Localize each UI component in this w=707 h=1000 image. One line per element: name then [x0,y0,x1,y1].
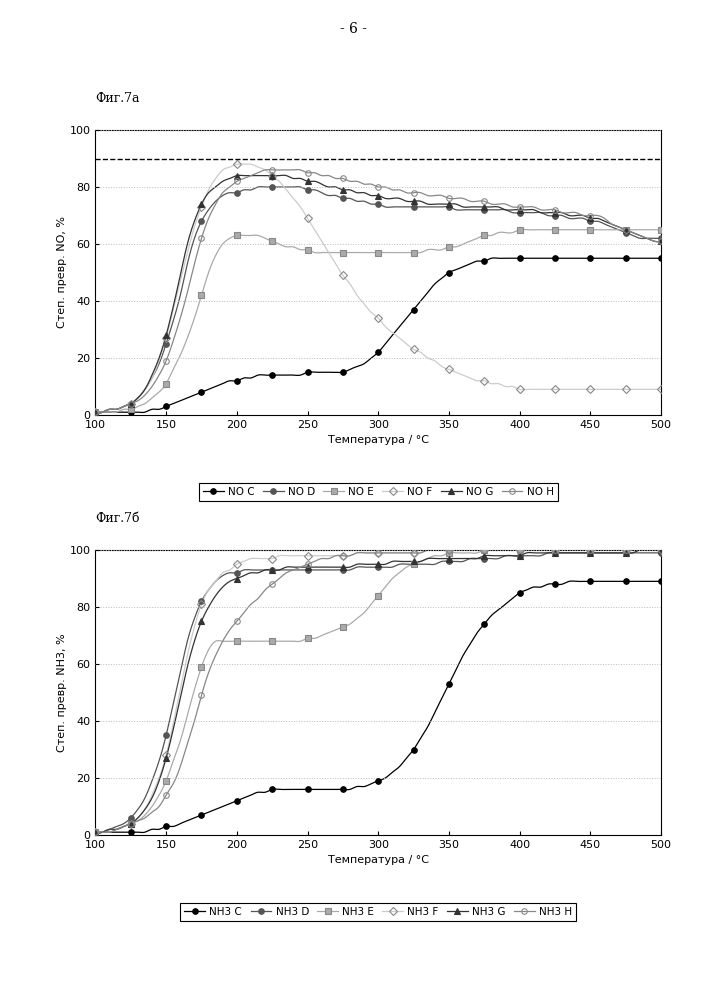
X-axis label: Температура / °C: Температура / °C [328,435,428,445]
Text: Фиг.7б: Фиг.7б [95,512,140,525]
Text: - 6 -: - 6 - [340,22,367,36]
Legend: NO C, NO D, NO E, NO F, NO G, NO H: NO C, NO D, NO E, NO F, NO G, NO H [199,483,558,501]
Y-axis label: Степ. превр. NO, %: Степ. превр. NO, % [57,217,66,328]
Y-axis label: Степ. превр. NH3, %: Степ. превр. NH3, % [57,633,66,752]
Text: Фиг.7а: Фиг.7а [95,92,140,105]
Legend: NH3 C, NH3 D, NH3 E, NH3 F, NH3 G, NH3 H: NH3 C, NH3 D, NH3 E, NH3 F, NH3 G, NH3 H [180,903,576,921]
X-axis label: Температура / °C: Температура / °C [328,855,428,865]
